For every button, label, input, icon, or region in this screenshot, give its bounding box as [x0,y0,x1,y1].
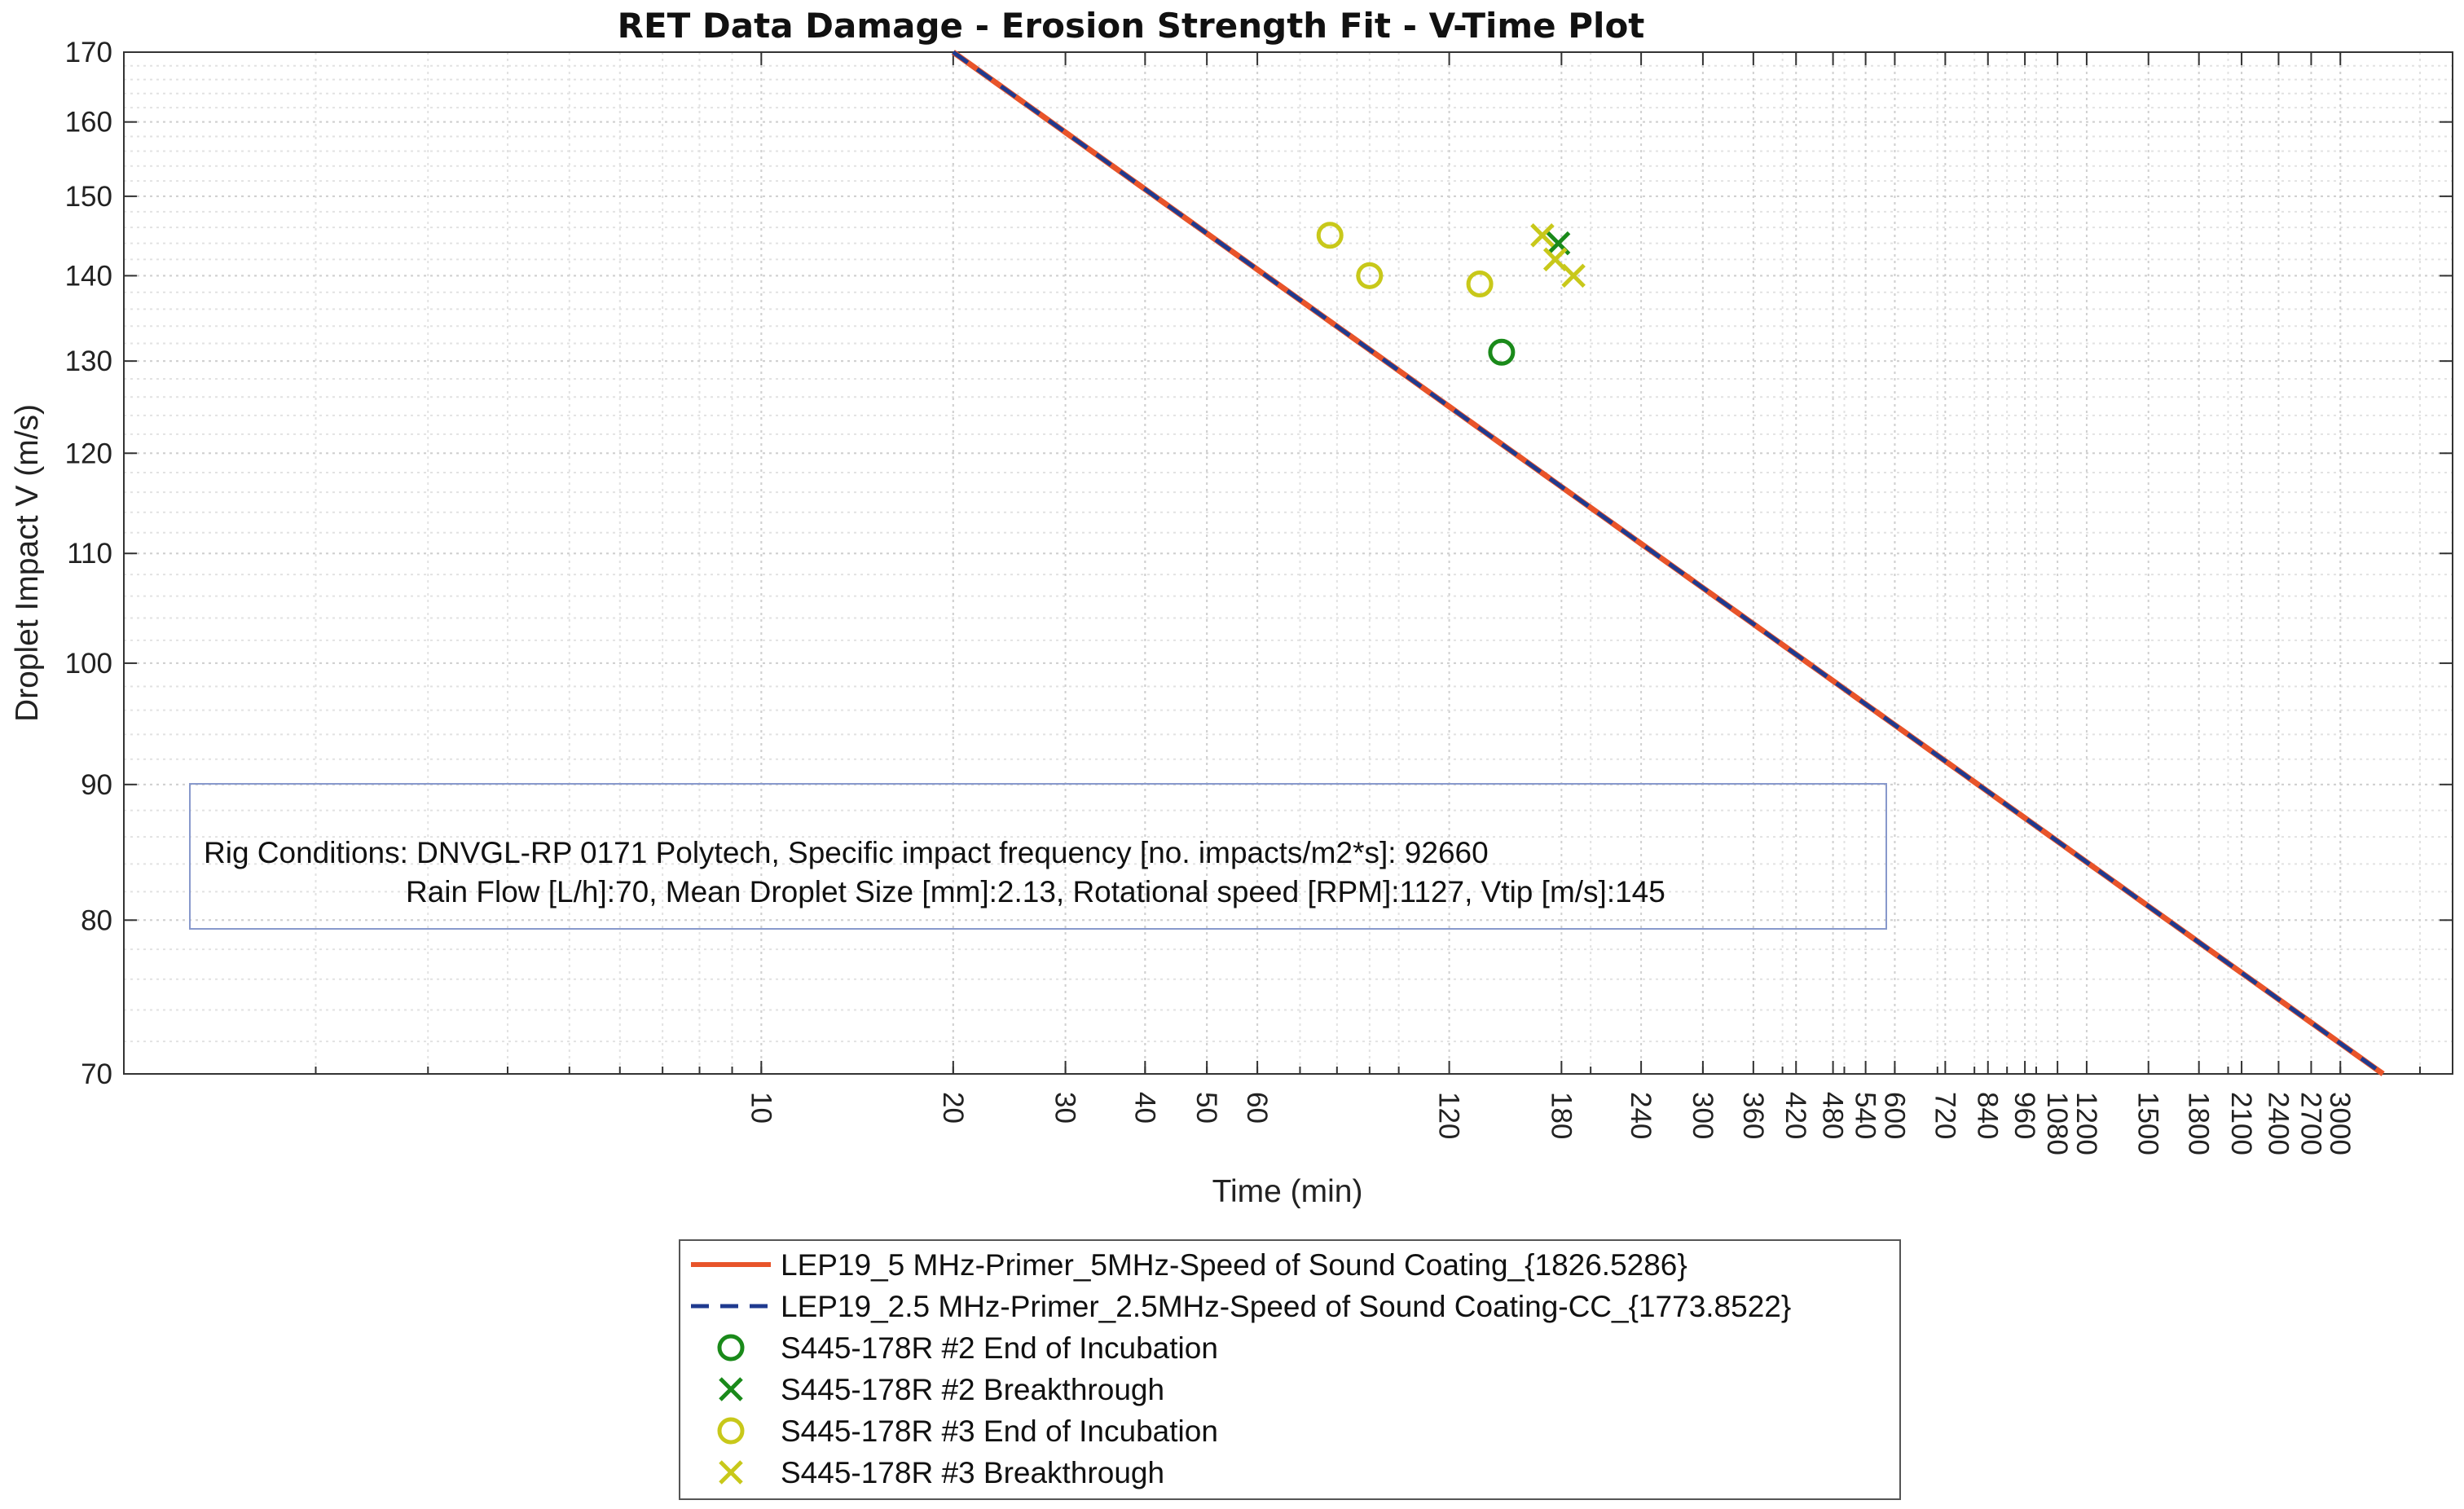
x-tick-label: 10 [745,1092,777,1124]
x-tick-label: 40 [1129,1092,1160,1124]
y-tick-label: 160 [65,107,112,139]
x-tick-label: 420 [1780,1092,1811,1139]
x-tick-label: 3000 [2324,1092,2356,1155]
legend-entry-label: S445-178R #3 End of Incubation [781,1414,1218,1448]
y-tick-label: 70 [81,1058,112,1090]
y-tick-label: 110 [67,538,112,570]
y-tick-label: 140 [65,260,112,292]
data-point-circle [1316,222,1344,249]
y-tick-label: 170 [65,37,112,68]
x-tick-label: 120 [1433,1092,1465,1139]
x-tick-label: 20 [937,1092,969,1124]
plot-background [124,52,2453,1074]
legend-entry-label: S445-178R #3 Breakthrough [781,1456,1164,1489]
x-tick-label: 960 [2009,1092,2040,1139]
x-tick-label: 30 [1049,1092,1081,1124]
x-tick-label: 2700 [2295,1092,2326,1155]
x-tick-label: 50 [1190,1092,1222,1124]
y-axis-label: Droplet Impact V (m/s) [10,404,45,722]
x-tick-label: 840 [1972,1092,2004,1139]
x-tick-label: 180 [1545,1092,1577,1139]
legend-entry-label: LEP19_2.5 MHz-Primer_2.5MHz-Speed of Sou… [781,1290,1791,1323]
legend-marker-swatch [717,1417,745,1445]
x-tick-label: 360 [1737,1092,1769,1139]
data-point-circle [1356,262,1384,289]
x-tick-label: 300 [1687,1092,1718,1139]
annotation-line-1: Rig Conditions: DNVGL-RP 0171 Polytech, … [204,836,1489,869]
y-tick-label: 120 [65,438,112,469]
x-tick-label: 2400 [2262,1092,2294,1155]
x-tick-label: 1200 [2070,1092,2102,1155]
axes-box [123,51,2453,1075]
legend-marker-swatch [717,1334,745,1362]
legend: LEP19_5 MHz-Primer_5MHz-Speed of Sound C… [679,1239,1901,1500]
x-tick-label: 60 [1241,1092,1273,1124]
data-point-circle [1488,338,1516,366]
x-tick-label: 1080 [2041,1092,2073,1155]
y-tick-label: 130 [65,345,112,377]
data-point-x [1530,223,1555,248]
y-tick-label: 150 [65,181,112,213]
y-tick-label: 90 [81,769,112,801]
x-tick-label: 600 [1878,1092,1910,1139]
legend-marker-swatch [719,1377,743,1401]
legend-entry-label: S445-178R #2 Breakthrough [781,1373,1164,1406]
x-tick-label: 540 [1850,1092,1881,1139]
y-tick-label: 80 [81,904,112,936]
series-line-1 [951,50,2385,1076]
x-tick-label: 720 [1929,1092,1960,1139]
x-axis-label: Time (min) [1212,1174,1363,1209]
grid [123,51,2453,1075]
chart-title: RET Data Damage - Erosion Strength Fit -… [618,6,1645,46]
data-point-x [1561,263,1586,288]
y-tick-label: 100 [65,648,112,680]
x-tick-label: 1800 [2183,1092,2215,1155]
x-tick-label: 1500 [2132,1092,2164,1155]
x-tick-label: 480 [1817,1092,1849,1139]
series-layer [951,50,2385,1076]
data-point-circle [1466,271,1494,298]
legend-marker-swatch [719,1460,743,1485]
annotation-line-2: Rain Flow [L/h]:70, Mean Droplet Size [m… [406,875,1665,908]
legend-entry-label: LEP19_5 MHz-Primer_5MHz-Speed of Sound C… [781,1248,1687,1282]
legend-entry-label: S445-178R #2 End of Incubation [781,1331,1218,1365]
annotation-box: Rig Conditions: DNVGL-RP 0171 Polytech, … [189,783,1887,930]
x-tick-label: 240 [1625,1092,1657,1139]
x-tick-label: 2100 [2225,1092,2257,1155]
